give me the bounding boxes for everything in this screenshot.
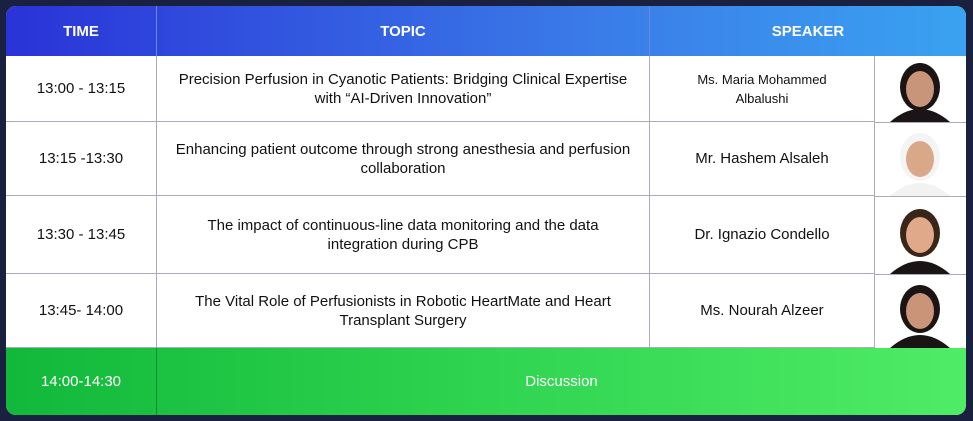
time-cell: 13:45- 14:00 [6,274,157,348]
topic-cell: Precision Perfusion in Cyanotic Patients… [157,56,650,122]
header-time: TIME [6,6,157,56]
portrait [890,133,950,196]
speaker-photo [875,56,966,123]
time-cell: 13:30 - 13:45 [6,196,157,274]
speaker-cell: Ms. Maria Mohammed Albalushi [650,56,875,122]
discussion-label: Discussion [525,373,598,390]
topic-cell: The impact of continuous-line data monit… [157,196,650,274]
speaker-photo [875,274,966,349]
speaker-cell: Dr. Ignazio Condello [650,196,875,274]
speaker-cell: Ms. Nourah Alzeer [650,274,875,348]
discussion-time: 14:00-14:30 [6,348,157,415]
portrait [890,63,950,122]
topic-cell: The Vital Role of Perfusionists in Robot… [157,274,650,348]
portrait [890,209,950,274]
time-cell: 13:15 -13:30 [6,122,157,196]
portrait [890,285,950,348]
speaker-photo [875,122,966,197]
speaker-photo [875,196,966,275]
agenda-table: TIME TOPIC SPEAKER 13:00 - 13:15 Precisio… [6,6,966,415]
topic-cell: Enhancing patient outcome through strong… [157,122,650,196]
time-cell: 13:00 - 13:15 [6,56,157,122]
discussion-row [6,348,966,415]
header-topic: TOPIC [157,6,650,56]
header-row [6,6,966,56]
speaker-cell: Mr. Hashem Alsaleh [650,122,875,196]
header-speaker: SPEAKER [771,22,845,40]
